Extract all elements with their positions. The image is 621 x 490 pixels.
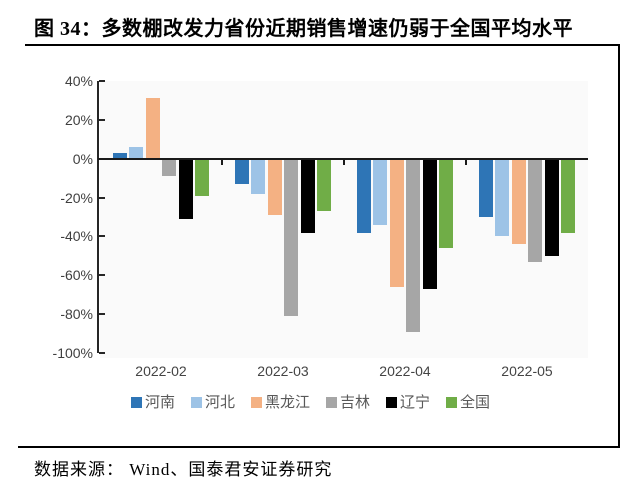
legend-swatch [446,396,458,408]
legend-label: 河南 [144,393,175,411]
figure-title: 图 34：多数棚改发力省份近期销售增速仍弱于全国平均水平 [34,18,573,40]
chart-bar [284,158,299,317]
y-tick-label: -80% [60,306,93,323]
x-tick-label: 2022-05 [501,363,553,379]
y-axis-tick [99,313,105,316]
x-axis-boundary-tick [221,159,223,165]
chart-bar [195,158,210,196]
legend-swatch [190,396,202,408]
y-axis-tick [99,80,105,82]
chart-bar [129,147,144,159]
chart-bar [439,158,454,249]
y-axis-tick [99,274,105,277]
legend-label: 全国 [460,393,491,411]
zero-axis-line [98,157,588,160]
title-rule [25,44,620,46]
chart-bar [528,158,543,262]
x-axis-boundary-tick [465,159,467,165]
y-tick-label: -60% [60,267,93,284]
chart-bar [478,158,493,217]
legend-label: 吉林 [340,393,371,411]
legend-label: 河北 [204,393,235,411]
chart-bar [267,158,282,216]
legend-item: 辽宁 [386,395,430,410]
legend-swatch [386,396,398,408]
x-axis-boundary-tick [343,159,345,165]
legend-item: 黑龙江 [250,393,310,411]
y-tick-label: -100% [52,345,93,361]
chart-bar [511,158,526,245]
chart-bar [389,158,404,287]
legend-item: 河南 [130,393,175,411]
chart-bar [495,158,510,237]
chart-bar [300,158,315,233]
y-axis-tick [99,352,105,354]
chart-legend: 河南 河北 黑龙江 吉林 辽宁 全国 [0,393,621,411]
chart-bar [406,158,421,332]
y-axis-tick [99,235,105,238]
chart-bar [317,158,332,212]
legend-item: 全国 [446,395,490,410]
x-tick-label: 2022-03 [257,363,309,379]
chart-bar [178,158,193,219]
chart-bar [373,158,388,225]
chart-bar [162,158,177,177]
chart-bar [561,158,576,233]
chart-bar [422,158,437,289]
y-tick-label: -40% [60,228,93,245]
figure-frame-right [618,44,620,448]
y-axis-tick [99,196,105,199]
legend-swatch [250,396,262,408]
y-tick-label: 0% [72,150,93,167]
source-note: 数据来源： Wind、国泰君安证券研究 [34,460,333,479]
y-axis-tick [99,118,105,121]
y-axis-spine [97,81,99,353]
x-tick-label: 2022-04 [379,363,431,379]
legend-item: 吉林 [326,395,370,410]
x-tick-label: 2022-02 [135,363,187,379]
legend-label: 辽宁 [400,393,431,411]
y-tick-label: 20% [64,111,93,128]
y-tick-label: 40% [64,73,93,89]
y-tick-label: -20% [60,189,93,206]
chart-bar [251,158,266,194]
chart-bar [544,158,559,256]
legend-swatch [326,396,337,408]
chart-bar [234,158,249,184]
figure-bottom-rule [18,446,620,448]
legend-item: 河北 [190,393,235,411]
chart-bar [145,98,160,159]
chart-bar [112,152,127,159]
legend-label: 黑龙江 [264,393,310,411]
chart-bar [356,158,371,233]
legend-swatch [130,396,142,408]
